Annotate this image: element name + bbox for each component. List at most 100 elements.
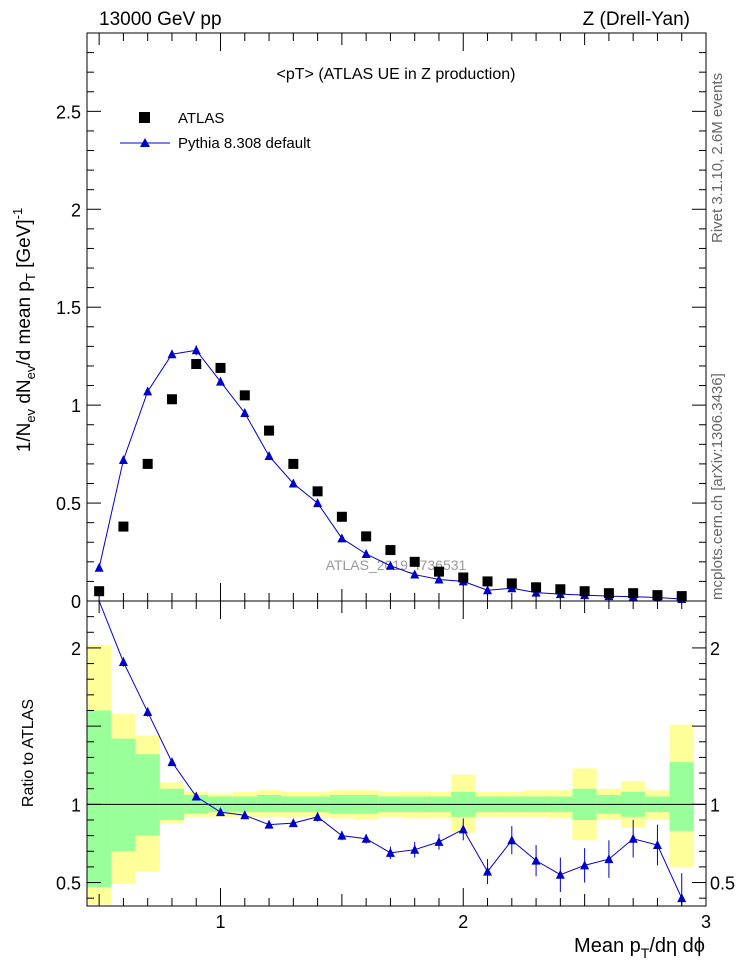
mc-point — [240, 407, 250, 417]
ratio-y-axis-label: Ratio to ATLAS — [20, 699, 37, 807]
mc-point — [361, 548, 371, 558]
x-tick-labels: 1 2 3 — [216, 912, 712, 932]
ratio-y-tick-label: 2 — [71, 639, 81, 659]
ratio-point — [507, 835, 517, 845]
inner-band-bin — [111, 738, 136, 852]
inner-band-bin — [87, 710, 112, 888]
x-tick-label: 2 — [458, 912, 468, 932]
mc-point — [216, 376, 226, 386]
atlas-point — [191, 359, 202, 370]
ratio-point — [580, 860, 590, 870]
watermark: ATLAS_2019_I736531 — [326, 557, 467, 573]
atlas-point — [482, 576, 493, 587]
ratio-y-ticks — [87, 600, 706, 899]
ratio-y-tick-label: 1 — [71, 795, 81, 815]
atlas-point — [531, 582, 542, 593]
ratio-point — [677, 893, 687, 903]
atlas-point — [433, 566, 444, 577]
y-tick-label: 1.5 — [56, 298, 81, 318]
ratio-plot-panel: 0.5 0.5 1 1 2 2 1 2 3 Ratio to ATLAS Mean pT/dη… — [20, 33, 735, 961]
mc-point — [264, 451, 274, 461]
ratio-point — [167, 757, 177, 767]
ratio-y-tick-label-right: 1 — [710, 795, 720, 815]
header-right: Z (Drell-Yan) — [583, 9, 690, 30]
legend-atlas-marker — [139, 112, 150, 123]
inner-band-bin — [669, 762, 694, 831]
atlas-point — [264, 425, 275, 436]
atlas-point — [506, 578, 517, 589]
ratio-point — [313, 811, 323, 821]
y-tick-label: 2 — [71, 200, 81, 220]
main-y-ticks — [87, 32, 706, 602]
ratio-y-tick-label-right: 2 — [710, 639, 720, 659]
ratio-y-tick-label-right: 0.5 — [710, 874, 735, 894]
ratio-point — [361, 833, 371, 843]
atlas-point — [385, 545, 396, 556]
atlas-point — [361, 531, 372, 542]
mc-series — [94, 345, 687, 604]
ratio-y-tick-labels: 0.5 0.5 1 1 2 2 — [56, 639, 735, 894]
atlas-point — [555, 584, 566, 595]
ratio-point — [288, 818, 298, 828]
ratio-point — [531, 855, 541, 865]
y-tick-label: 0 — [71, 592, 81, 612]
inner-band-bin — [135, 754, 160, 836]
atlas-point — [458, 572, 469, 583]
atlas-point — [409, 556, 420, 567]
ratio-point — [410, 844, 420, 854]
ratio-point — [458, 824, 468, 834]
plot-title: <pT> (ATLAS UE in Z production) — [277, 66, 516, 83]
x-tick-label: 3 — [701, 912, 711, 932]
atlas-point — [312, 486, 323, 497]
atlas-point — [239, 390, 250, 401]
ratio-uncertainty-bands — [87, 644, 694, 905]
main-y-axis-label: 1/Nev dNev/d mean pT [GeV]-1 — [10, 208, 38, 453]
mc-point — [434, 574, 444, 584]
legend-mc-marker — [140, 138, 150, 147]
main-y-tick-labels: 0 0.5 1 1.5 2 2.5 — [56, 102, 81, 612]
mc-point — [191, 345, 201, 355]
ratio-point — [337, 830, 347, 840]
legend-mc-label: Pythia 8.308 default — [178, 135, 311, 152]
ratio-point — [434, 836, 444, 846]
mc-point — [288, 478, 298, 488]
mc-point — [385, 560, 395, 570]
ratio-point — [385, 847, 395, 857]
ratio-point — [118, 657, 128, 666]
atlas-point — [336, 511, 347, 522]
y-tick-label: 2.5 — [56, 102, 81, 122]
mc-point — [313, 498, 323, 508]
ratio-point — [240, 810, 250, 820]
mc-point — [143, 386, 153, 396]
mc-point — [167, 349, 177, 359]
ratio-point — [555, 869, 565, 879]
side-label-top: Rivet 3.1.10, 2.6M events — [709, 73, 726, 243]
ratio-point — [143, 707, 153, 717]
ratio-y-tick-label: 0.5 — [56, 874, 81, 894]
x-axis-label: Mean pT/dη dϕ — [574, 935, 705, 961]
header-left: 13000 GeV pp — [99, 9, 222, 30]
atlas-point — [215, 362, 226, 373]
x-tick-label: 1 — [216, 912, 226, 932]
mc-point — [337, 533, 347, 543]
ratio-point — [628, 833, 638, 843]
ratio-point — [604, 854, 614, 864]
mc-point — [94, 562, 104, 572]
ratio-point — [264, 819, 274, 829]
ratio-plot-frame — [86, 600, 707, 907]
mc-point — [483, 585, 493, 595]
inner-band-bin — [256, 794, 282, 813]
x-ticks — [98, 33, 683, 906]
atlas-point — [142, 458, 153, 469]
mc-point — [118, 454, 128, 464]
mc-point — [410, 569, 420, 579]
side-label-bottom: mcplots.cern.ch [arXiv:1306.3436] — [709, 373, 726, 600]
ratio-point — [652, 840, 662, 849]
legend: ATLAS Pythia 8.308 default — [120, 110, 311, 152]
atlas-point — [118, 521, 129, 532]
atlas-point — [166, 394, 177, 405]
ratio-point — [191, 791, 201, 801]
ratio-point — [483, 866, 493, 876]
y-tick-label: 1 — [71, 396, 81, 416]
